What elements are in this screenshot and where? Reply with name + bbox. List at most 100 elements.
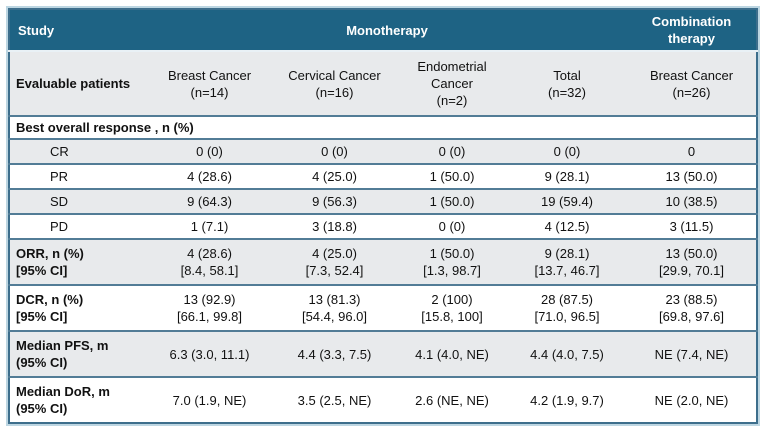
text-line: 19 (59.4) [540, 194, 594, 209]
text-line: Median PFS, m [16, 338, 109, 353]
row-label-orr: ORR, n (%) [95% CI] [9, 239, 147, 285]
text-line: 9 (56.3) [312, 194, 357, 209]
cell-orr-combo-breast: 13 (50.0) [29.9, 70.1] [627, 239, 757, 285]
text-line: (n=14) [190, 84, 229, 100]
row-label-pr: PR [9, 164, 147, 189]
text-line: 3.5 (2.5, NE) [297, 392, 372, 408]
text-line: 4 (25.0) [312, 169, 357, 184]
column-header-combo-breast: Breast Cancer (n=26) [627, 51, 757, 116]
row-pr: PR 4 (28.6) 4 (25.0) 1 (50.0) 9 (28.1) 13 (50… [9, 164, 757, 189]
cell-median-pfs-mono-total: 4.4 (4.0, 7.5) [507, 331, 627, 377]
cell-dcr-mono-breast: 13 (92.9) [66.1, 99.8] [147, 285, 272, 331]
text-line: [95% CI] [16, 263, 68, 278]
row-dcr: DCR, n (%) [95% CI] 13 (92.9) [66.1, 99.8] 1… [9, 285, 757, 331]
text-line: PD [50, 219, 69, 234]
text-line: 0 (0) [321, 144, 348, 159]
best-overall-response-label: Best overall response , n (%) [16, 120, 194, 135]
cell-median-dor-mono-cervical: 3.5 (2.5, NE) [272, 377, 397, 423]
row-median-dor: Median DoR, m (95% CI) 7.0 (1.9, NE) 3.5 (2… [9, 377, 757, 423]
cell-orr-mono-breast: 4 (28.6) [8.4, 58.1] [147, 239, 272, 285]
row-sd: SD 9 (64.3) 9 (56.3) 1 (50.0) 19 (59.4) 10 (3… [9, 189, 757, 214]
efficacy-results-table: Study Monotherapy Combination therapy Eva… [8, 8, 758, 424]
cell-pr-combo-breast: 13 (50.0) [627, 164, 757, 189]
cell-cr-combo-breast: 0 [627, 139, 757, 164]
cell-pd-mono-breast: 1 (7.1) [147, 214, 272, 239]
text-line: 6.3 (3.0, 11.1) [169, 346, 250, 362]
text-line: [66.1, 99.8] [176, 309, 243, 324]
text-line: 13 (50.0) [665, 246, 718, 261]
text-line: Combination [651, 14, 732, 29]
cell-pr-mono-total: 9 (28.1) [507, 164, 627, 189]
column-header-mono-breast: Breast Cancer (n=14) [147, 51, 272, 116]
cell-median-pfs-mono-breast: 6.3 (3.0, 11.1) [147, 331, 272, 377]
top-header-row: Study Monotherapy Combination therapy [9, 9, 757, 51]
text-line: (n=32) [548, 84, 586, 100]
text-line: 1 (7.1) [190, 219, 229, 234]
cell-dcr-mono-cervical: 13 (81.3) [54.4, 96.0] [272, 285, 397, 331]
cell-dcr-combo-breast: 23 (88.5) [69.8, 97.6] [627, 285, 757, 331]
section-header-row: Best overall response , n (%) [9, 116, 757, 139]
text-line: 9 (64.3) [187, 194, 232, 209]
text-line: NE (2.0, NE) [654, 392, 729, 408]
row-pd: PD 1 (7.1) 3 (18.8) 0 (0) 4 (12.5) 3 (11.5) [9, 214, 757, 239]
row-median-pfs: Median PFS, m (95% CI) 6.3 (3.0, 11.1) 4.4 … [9, 331, 757, 377]
row-label-sd: SD [9, 189, 147, 214]
cell-median-dor-combo-breast: NE (2.0, NE) [627, 377, 757, 423]
row-label-dcr: DCR, n (%) [95% CI] [9, 285, 147, 331]
cell-median-pfs-mono-endometrial: 4.1 (4.0, NE) [397, 331, 507, 377]
evaluable-patients-label: Evaluable patients [9, 51, 147, 116]
text-line: 4.1 (4.0, NE) [415, 346, 489, 362]
text-line: 2 (100) [431, 292, 473, 307]
text-line: 13 (81.3) [308, 292, 361, 307]
study-header: Study [9, 9, 147, 51]
text-line: (95% CI) [16, 355, 68, 370]
cell-pr-mono-endometrial: 1 (50.0) [397, 164, 507, 189]
text-line: 7.0 (1.9, NE) [172, 392, 247, 408]
text-line: (n=2) [436, 93, 468, 108]
text-line: 4 (12.5) [544, 219, 590, 234]
text-line: 0 (0) [553, 144, 581, 159]
cell-pd-mono-endometrial: 0 (0) [397, 214, 507, 239]
text-line: Median DoR, m [16, 384, 110, 399]
text-line: 1 (50.0) [429, 246, 475, 261]
cell-cr-mono-total: 0 (0) [507, 139, 627, 164]
text-line: 4.4 (4.0, 7.5) [530, 346, 604, 362]
cell-median-dor-mono-endometrial: 2.6 (NE, NE) [397, 377, 507, 423]
text-line: 0 (0) [196, 144, 223, 159]
text-line: Breast Cancer [649, 67, 734, 83]
text-line: 4 (28.6) [187, 246, 232, 261]
text-line: 9 (28.1) [544, 169, 590, 184]
cell-orr-mono-cervical: 4 (25.0) [7.3, 52.4] [272, 239, 397, 285]
row-label-median-pfs: Median PFS, m (95% CI) [9, 331, 147, 377]
text-line: 2.6 (NE, NE) [415, 392, 489, 408]
cell-sd-combo-breast: 10 (38.5) [627, 189, 757, 214]
text-line: (n=16) [315, 84, 354, 100]
text-line: 28 (87.5) [540, 292, 594, 307]
text-line: [1.3, 98.7] [423, 263, 481, 278]
text-line: 4 (25.0) [312, 246, 357, 261]
text-line: 0 (0) [438, 144, 466, 159]
text-line: 3 (11.5) [669, 219, 714, 234]
text-line: PR [50, 169, 69, 184]
monotherapy-header: Monotherapy [147, 9, 627, 51]
column-header-mono-cervical: Cervical Cancer (n=16) [272, 51, 397, 116]
cell-sd-mono-cervical: 9 (56.3) [272, 189, 397, 214]
text-line: Cervical Cancer [288, 67, 381, 83]
text-line: Endometrial [417, 59, 487, 74]
row-label-median-dor: Median DoR, m (95% CI) [9, 377, 147, 423]
text-line: (95% CI) [16, 401, 68, 416]
text-line: Breast Cancer [167, 67, 252, 83]
text-line: [69.8, 97.6] [658, 309, 725, 324]
row-label-pd: PD [9, 214, 147, 239]
text-line: SD [50, 194, 69, 209]
text-line: 9 (28.1) [544, 246, 590, 261]
text-line: 0 (0) [438, 219, 466, 234]
cell-pd-mono-total: 4 (12.5) [507, 214, 627, 239]
text-line: NE (7.4, NE) [654, 346, 729, 362]
cell-median-pfs-combo-breast: NE (7.4, NE) [627, 331, 757, 377]
text-line: 1 (50.0) [429, 194, 475, 209]
text-line: therapy [668, 31, 715, 46]
combination-therapy-header: Combination therapy [627, 9, 757, 51]
cell-dcr-mono-total: 28 (87.5) [71.0, 96.5] [507, 285, 627, 331]
